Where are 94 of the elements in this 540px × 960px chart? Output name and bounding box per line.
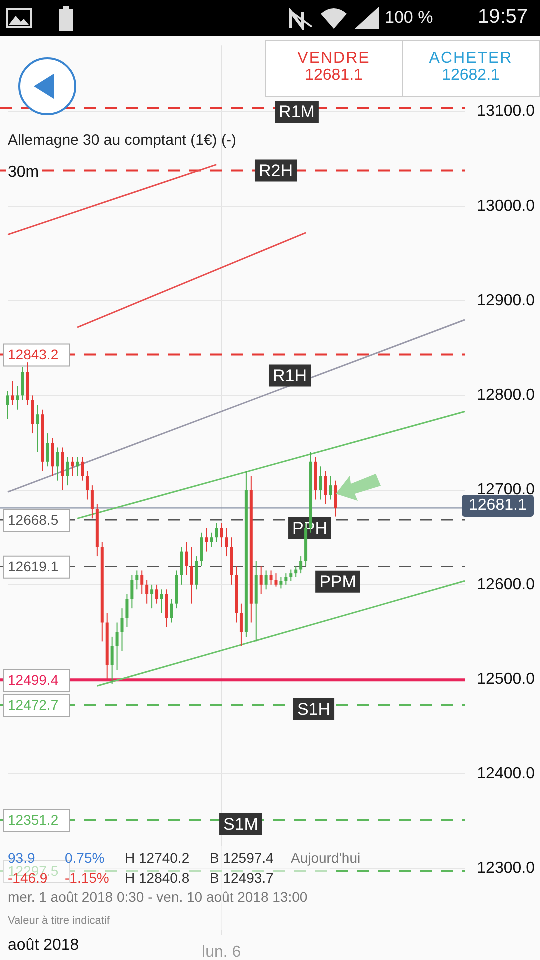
candlestick	[110, 636, 114, 685]
y-tick-label: 12300.0	[477, 860, 536, 878]
ref-line-label: 12668.5	[8, 512, 59, 528]
text: août 2018	[8, 937, 80, 954]
annotation: Valeur à titre indicatif	[8, 915, 110, 927]
candlestick	[180, 546, 184, 586]
annotation: Aujourd'hui	[291, 850, 361, 866]
candlestick	[116, 622, 119, 671]
annotation: 93.9	[8, 850, 36, 866]
candlestick	[16, 386, 20, 410]
candlestick	[156, 584, 159, 604]
candlestick	[284, 573, 288, 586]
candlestick	[240, 603, 243, 647]
annotation: H 12740.2	[125, 850, 190, 866]
annotation: PPM	[320, 572, 356, 592]
text: 100 %	[385, 8, 434, 27]
y-tick-label: 13100.0	[477, 103, 536, 120]
annotation: H 12840.8	[125, 870, 190, 886]
candlestick	[185, 542, 188, 576]
candlestick	[21, 366, 24, 401]
candlestick	[86, 470, 89, 500]
candlestick	[36, 404, 40, 453]
candlestick	[150, 584, 154, 610]
candlestick	[319, 466, 322, 500]
ref-line-label: 12619.1	[8, 558, 59, 575]
candlestick	[56, 447, 60, 482]
candlestick	[200, 532, 204, 566]
candlestick	[90, 485, 94, 520]
candlestick	[290, 569, 293, 582]
y-tick-label: 12800.0	[477, 387, 536, 404]
candlestick	[195, 556, 198, 590]
candlestick	[170, 598, 174, 624]
candlestick	[61, 447, 64, 491]
candlestick	[136, 570, 139, 590]
candlestick	[165, 589, 168, 628]
candlestick	[300, 556, 303, 574]
candlestick	[220, 522, 224, 548]
candlestick	[205, 528, 208, 552]
candlestick	[46, 433, 50, 468]
candlestick	[270, 570, 273, 586]
candlestick	[81, 456, 84, 482]
candlestick	[6, 390, 10, 420]
candlestick	[210, 532, 214, 548]
ref-line-label: 12472.7	[8, 697, 59, 714]
text: Allemagne 30 au comptant (1€) (-)	[8, 132, 236, 149]
ref-line-label: 12843.2	[8, 346, 59, 363]
candlestick	[334, 480, 338, 518]
annotation: S1M	[224, 815, 258, 834]
y-tick-label: 13000.0	[477, 198, 536, 215]
candlestick	[160, 589, 164, 614]
candlestick	[120, 608, 124, 652]
annotation: B 12597.4	[210, 850, 274, 866]
text: 12681.1	[462, 495, 534, 517]
candlestick	[71, 456, 74, 477]
candlestick	[66, 456, 70, 486]
candlestick	[126, 594, 129, 628]
x-tick-label: lun. 6	[202, 944, 242, 960]
annotation: 12681.1	[304, 67, 364, 84]
annotation: ACHETER	[428, 50, 514, 67]
annotation: -1.15%	[65, 870, 110, 886]
candlestick	[190, 546, 194, 604]
candlestick	[76, 456, 80, 477]
candlestick	[215, 522, 218, 543]
annotation: R1H	[272, 366, 308, 386]
candlestick	[51, 438, 54, 477]
candlestick	[225, 528, 228, 558]
candlestick	[140, 570, 144, 595]
annotation: R1M	[279, 102, 315, 122]
ref-line-label: 12351.2	[8, 812, 59, 828]
candlestick	[146, 580, 149, 604]
text: 19:57	[478, 6, 528, 28]
candlestick	[280, 576, 283, 590]
annotation: VENDRE	[296, 50, 372, 67]
candlestick	[31, 395, 34, 434]
y-tick-label: 12600.0	[477, 576, 536, 594]
annotation: 12682.1	[441, 67, 501, 84]
y-tick-label: 12900.0	[477, 292, 536, 310]
candlestick	[260, 565, 263, 595]
candlestick	[130, 574, 134, 610]
candlestick	[294, 565, 298, 578]
annotation: S1H	[297, 700, 331, 720]
annotation: 0.75%	[65, 850, 105, 866]
annotation: B 12493.7	[210, 870, 274, 886]
ref-line-label: 12499.4	[8, 672, 59, 688]
annotation: R2H	[258, 161, 294, 180]
candlestick	[329, 476, 332, 500]
y-tick-label: 12500.0	[477, 670, 536, 688]
candlestick	[11, 380, 14, 406]
candlestick	[324, 470, 328, 505]
y-tick-label: 12400.0	[477, 766, 536, 783]
annotation: mer. 1 août 2018 0:30 - ven. 10 août 2018 13:00	[8, 889, 308, 905]
candlestick	[274, 573, 278, 588]
annotation: 30m	[6, 163, 42, 183]
candlestick	[264, 570, 268, 590]
